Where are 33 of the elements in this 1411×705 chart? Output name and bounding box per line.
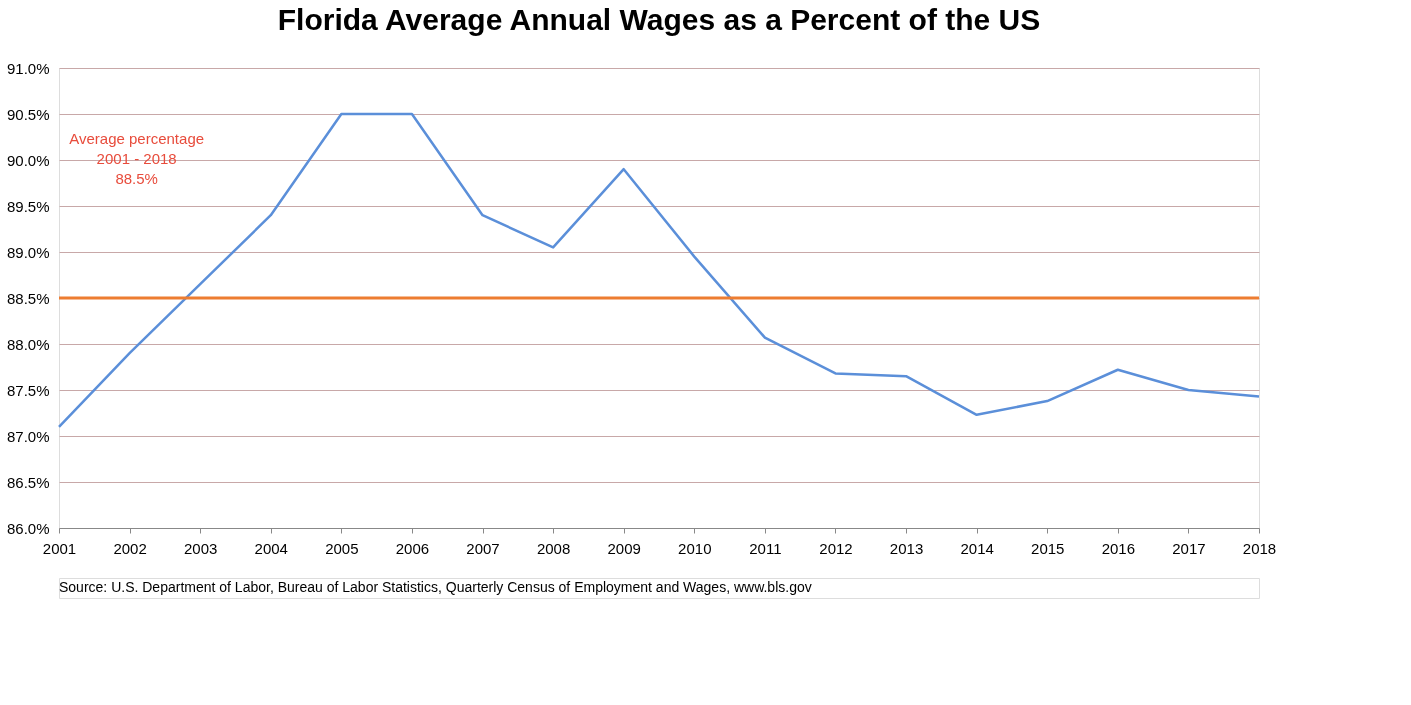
- x-tick-label: 2002: [113, 539, 147, 557]
- chart-title: Florida Average Annual Wages as a Percent of the US: [277, 3, 1041, 36]
- source-note: Source: U.S. Department of Labor, Bureau of Labor Statistics, Quarterly Census of Employment and Wages, www.bls.gov: [59, 579, 812, 595]
- y-tick-label: 88.5%: [6, 289, 50, 307]
- x-tick-label: 2015: [1031, 539, 1065, 557]
- x-tick-label: 2010: [678, 539, 712, 557]
- x-tick-label: 2017: [1172, 539, 1206, 557]
- y-tick-label: 91.0%: [6, 59, 50, 77]
- y-tick-label: 88.0%: [6, 335, 50, 353]
- y-tick-label: 87.0%: [6, 427, 50, 445]
- y-tick-label: 87.5%: [6, 381, 50, 399]
- x-tick-label: 2006: [395, 539, 430, 557]
- x-tick-label: 2013: [889, 539, 924, 557]
- x-tick-label: 2003: [183, 539, 218, 557]
- x-tick-label: 2008: [536, 539, 571, 557]
- x-tick-label: 2018: [1242, 539, 1277, 557]
- x-tick-label: 2011: [749, 539, 782, 557]
- x-tick-label: 2009: [607, 539, 641, 557]
- y-tick-label: 89.5%: [6, 197, 50, 215]
- annotation: Average percentage 2001 - 2018 88.5%: [69, 130, 205, 188]
- y-tick-label: 86.5%: [6, 473, 50, 491]
- y-tick-label: 90.5%: [6, 105, 50, 123]
- x-tick-label: 2004: [254, 539, 288, 557]
- y-tick-label: 86.0%: [6, 519, 50, 537]
- x-tick-label: 2001: [42, 539, 77, 557]
- x-tick-label: 2012: [819, 539, 853, 557]
- x-tick-label: 2005: [325, 539, 359, 557]
- x-tick-label: 2007: [466, 539, 500, 557]
- x-tick-label: 2014: [960, 539, 994, 557]
- line-series: [57, 112, 1261, 429]
- x-tick-label: 2016: [1101, 539, 1136, 557]
- y-tick-label: 90.0%: [6, 151, 50, 169]
- y-tick-label: 89.0%: [6, 243, 50, 261]
